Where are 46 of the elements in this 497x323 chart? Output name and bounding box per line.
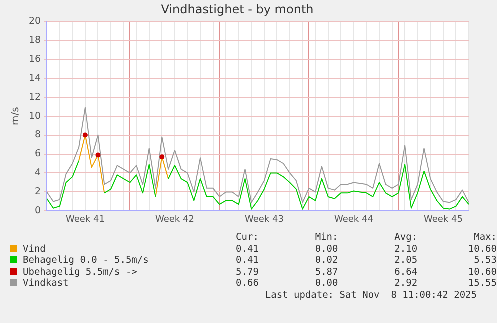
- text: Last update: Sat Nov 8 11:00:42 2025: [265, 290, 477, 301]
- x-tick-label: Week 43: [244, 214, 284, 225]
- x-tick-label: Week 45: [424, 214, 463, 225]
- text: 5.87: [314, 266, 338, 278]
- y-tick-label: 6: [35, 148, 42, 160]
- text: 10.60: [467, 244, 497, 255]
- legend-label: Ubehagelig 5.5m/s ->: [22, 266, 138, 278]
- y-tick-label: 4: [35, 168, 42, 179]
- y-tick-label: 2: [35, 186, 42, 198]
- x-tick-label: Week 41: [66, 214, 105, 225]
- y-tick-label: 14: [28, 72, 42, 84]
- text: 2.10: [394, 244, 418, 255]
- text: 0.66: [235, 278, 259, 290]
- y-axis-title: m/s: [10, 107, 22, 126]
- y-tick-label: 10: [28, 110, 42, 122]
- text: Cur:: [235, 232, 259, 244]
- text: 6.64: [394, 266, 418, 278]
- legend-label: Behagelig 0.0 - 5.5m/s: [22, 255, 150, 266]
- text: 0.41: [235, 244, 259, 255]
- x-tick-label: Week 44: [334, 214, 374, 225]
- y-tick-label: 20: [28, 16, 42, 27]
- text: 10.60: [467, 266, 497, 278]
- text: 0.00: [314, 244, 338, 255]
- y-tick-label: 8: [35, 130, 42, 141]
- y-tick-label: 18: [28, 34, 42, 46]
- text: 0.02: [314, 255, 338, 266]
- y-tick-label: 0: [35, 206, 42, 217]
- text: Avg:: [394, 232, 418, 244]
- text: 5.53: [473, 255, 497, 266]
- legend-label: Vind: [22, 244, 47, 255]
- text: 5.79: [235, 266, 259, 278]
- text: 2.92: [394, 278, 418, 290]
- point: [96, 152, 101, 158]
- text: Min:: [314, 232, 338, 244]
- point: [160, 154, 165, 160]
- text: Max:: [473, 232, 497, 244]
- x-tick-label: Week 42: [155, 214, 194, 225]
- point: [82, 132, 88, 138]
- legend-label: Vindkast: [22, 278, 70, 290]
- y-tick-label: 16: [28, 54, 42, 65]
- text: 0.00: [314, 278, 338, 290]
- text: 2.05: [394, 255, 418, 266]
- chart-title: Vindhastighet - by month: [161, 2, 314, 16]
- y-tick-label: 12: [28, 92, 42, 103]
- text: 0.41: [235, 255, 259, 266]
- text: 15.55: [467, 278, 497, 290]
